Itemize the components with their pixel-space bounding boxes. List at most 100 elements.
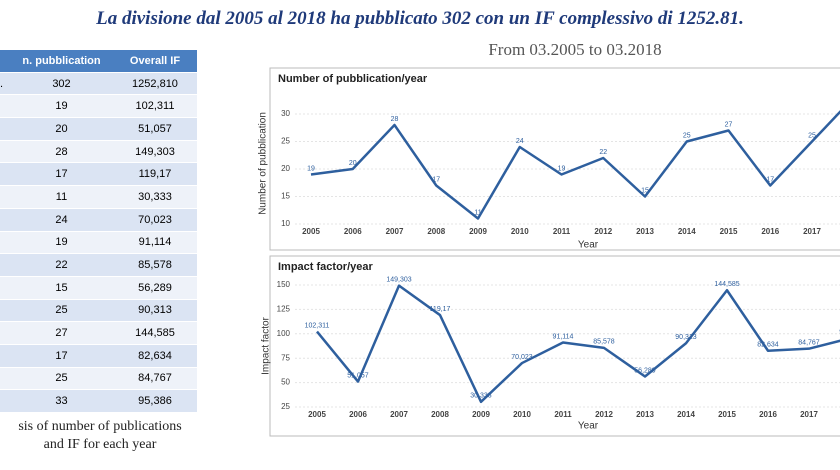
y-tick-label: 30: [281, 109, 290, 118]
table-cell: 91,114: [113, 231, 197, 255]
table-cell: [0, 185, 10, 209]
data-label: 20: [349, 160, 357, 167]
table-row: 17 119,17: [0, 162, 197, 187]
x-tick-label: 2007: [390, 410, 408, 419]
table-cell: [0, 162, 10, 187]
data-label: 144,585: [714, 281, 739, 288]
table-cell: 15: [10, 276, 113, 300]
data-label: 15: [641, 187, 649, 194]
table-cell: 20: [10, 117, 113, 141]
table-row: 25 90,313: [0, 299, 197, 323]
x-tick-label: 2017: [803, 227, 821, 236]
table-row: 28 149,303: [0, 140, 197, 164]
table-cell: 82,634: [113, 344, 197, 368]
data-label: 25: [683, 132, 691, 139]
table-cell: 70,023: [113, 208, 197, 232]
table-cell: 19: [10, 231, 113, 255]
y-tick-label: 50: [281, 378, 290, 387]
table-cell: 27: [10, 321, 113, 345]
table-row: 20 51,057: [0, 117, 197, 141]
table-cell: 22: [10, 253, 113, 277]
header-cell: Overall IF: [113, 50, 197, 73]
table-row: 22 85,578: [0, 253, 197, 277]
y-tick-label: 75: [281, 353, 290, 362]
data-label: 85,578: [593, 339, 615, 346]
slide-title: La divisione dal 2005 al 2018 ha pubblic…: [96, 8, 744, 29]
x-tick-label: 2015: [718, 410, 736, 419]
x-tick-label: 2013: [636, 227, 654, 236]
table-cell: [0, 367, 10, 391]
x-tick-label: 2013: [636, 410, 654, 419]
table-cell: 144,585: [113, 321, 197, 345]
y-tick-label: 125: [277, 304, 291, 313]
data-label: 51,057: [347, 372, 369, 379]
table-cell: 85,578: [113, 253, 197, 277]
x-tick-label: 2011: [553, 227, 571, 236]
data-label: 11: [474, 209, 481, 216]
y-tick-label: 150: [277, 280, 291, 289]
x-tick-label: 2005: [308, 410, 326, 419]
data-label: 82,634: [757, 342, 779, 349]
caption-line: and IF for each year: [43, 437, 157, 452]
x-tick-label: 2012: [595, 410, 613, 419]
data-label: 19: [558, 165, 566, 172]
x-axis-label: Year: [578, 421, 599, 432]
data-label: 28: [391, 116, 399, 123]
y-axis-label: Number of pubblication: [258, 112, 269, 215]
data-label: 102,311: [305, 322, 330, 329]
table-caption: sis of number of publications and IF for…: [0, 418, 200, 454]
x-tick-label: 2007: [386, 227, 404, 236]
data-label: 70,023: [511, 354, 533, 361]
table-cell: 25: [10, 367, 113, 391]
data-label: 30,333: [470, 393, 492, 400]
table-cell: 28: [10, 140, 113, 164]
table-cell: 90,313: [113, 299, 197, 323]
x-tick-label: 2009: [469, 227, 487, 236]
table-row: 17 82,634: [0, 344, 197, 368]
x-tick-label: 2006: [349, 410, 367, 419]
table-cell: [0, 117, 10, 141]
table-cell: [0, 276, 10, 300]
y-tick-label: 15: [281, 192, 290, 201]
table-header: n. pubblication Overall IF: [0, 50, 197, 73]
table-row: . 302 1252,810: [0, 72, 197, 96]
slide-subtitle: From 03.2005 to 03.2018: [488, 40, 662, 59]
table-cell: [0, 389, 10, 413]
data-label: 84,767: [798, 340, 820, 347]
x-tick-label: 2017: [800, 410, 818, 419]
table-cell: 11: [10, 185, 113, 209]
x-tick-label: 2016: [759, 410, 777, 419]
table-cell: 33: [10, 389, 113, 413]
table-row: 24 70,023: [0, 208, 197, 232]
header-cell: n. pubblication: [10, 50, 113, 73]
data-label: 56,289: [634, 367, 656, 374]
data-label: 17: [766, 176, 774, 183]
x-tick-label: 2005: [302, 227, 320, 236]
x-tick-label: 2006: [344, 227, 362, 236]
header-cell: [0, 50, 10, 73]
data-label: 149,303: [386, 276, 411, 283]
data-line: [316, 284, 840, 404]
x-tick-label: 2011: [554, 410, 572, 419]
table-cell: [0, 299, 10, 323]
chart-title: Impact factor/year: [278, 261, 373, 273]
x-tick-label: 2015: [720, 227, 738, 236]
y-axis-label: Impact factor: [261, 316, 272, 374]
table-cell: [0, 140, 10, 164]
chart-title: Number of pubblication/year: [278, 73, 428, 85]
x-tick-label: 2010: [513, 410, 531, 419]
table-row: 25 84,767: [0, 367, 197, 391]
data-line: [310, 110, 840, 220]
caption-line: sis of number of publications: [18, 419, 182, 434]
table-cell: [0, 231, 10, 255]
data-label: 119,17: [430, 306, 451, 313]
table-row: 15 56,289: [0, 276, 197, 300]
table-cell: 84,767: [113, 367, 197, 391]
table-cell: [0, 321, 10, 345]
table-row: 11 30,333: [0, 185, 197, 209]
table-cell: 17: [10, 162, 113, 187]
x-tick-label: 2009: [472, 410, 490, 419]
table-cell: 51,057: [113, 117, 197, 141]
